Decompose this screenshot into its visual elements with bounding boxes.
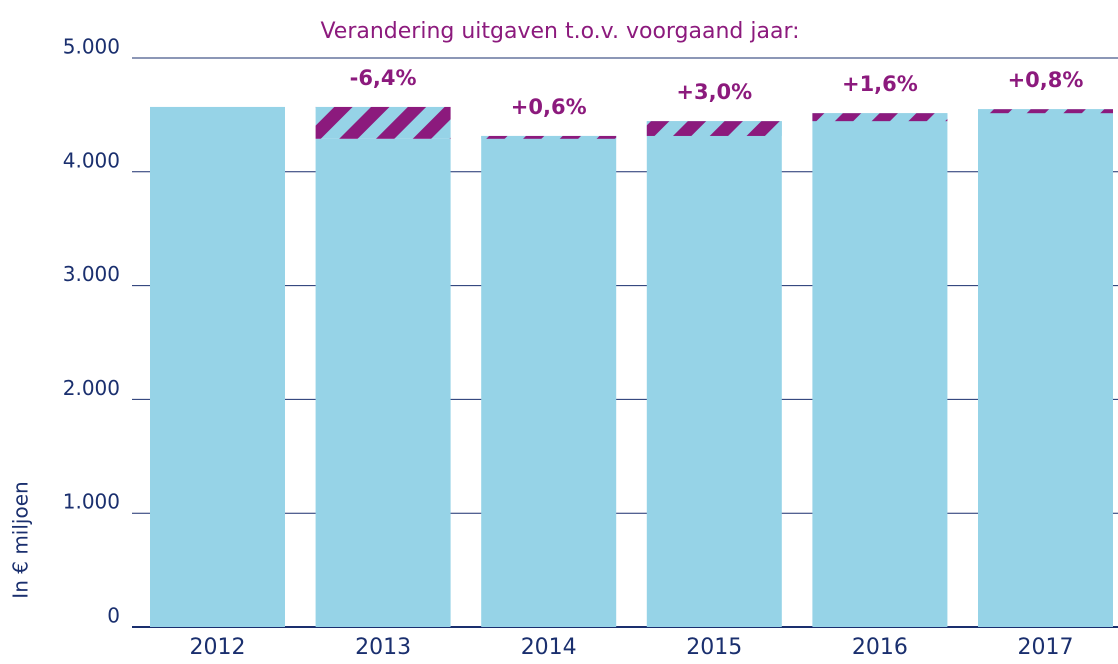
x-tick-label: 2016 [852, 635, 908, 660]
x-tick-label: 2012 [190, 635, 246, 660]
y-axis-label: In € miljoen [9, 481, 33, 598]
y-tick-label: 1.000 [63, 490, 120, 514]
y-tick-label: 0 [107, 604, 120, 628]
change-hatch [481, 135, 617, 139]
change-label: -6,4% [350, 66, 417, 90]
change-label: +0,8% [1008, 68, 1084, 92]
change-label: +0,6% [511, 95, 587, 119]
change-hatch [812, 113, 948, 122]
x-tick-label: 2014 [521, 635, 577, 660]
x-tick-label: 2013 [355, 635, 411, 660]
bar [315, 138, 451, 627]
change-hatch [646, 121, 782, 136]
bar [150, 106, 285, 627]
y-tick-label: 2.000 [63, 376, 120, 400]
y-tick-label: 3.000 [63, 262, 120, 286]
bar [978, 109, 1113, 627]
bar [481, 135, 617, 627]
change-label: +1,6% [842, 72, 918, 96]
x-tick-label: 2017 [1018, 635, 1074, 660]
change-hatch [315, 106, 451, 139]
change-label: +3,0% [676, 80, 752, 104]
y-tick-label: 4.000 [63, 148, 120, 172]
change-hatch [978, 109, 1113, 114]
bar [812, 113, 948, 628]
bar [646, 121, 782, 627]
x-tick-label: 2015 [686, 635, 742, 660]
y-tick-label: 5.000 [63, 35, 120, 59]
chart-title: Verandering uitgaven t.o.v. voorgaand ja… [320, 19, 799, 44]
